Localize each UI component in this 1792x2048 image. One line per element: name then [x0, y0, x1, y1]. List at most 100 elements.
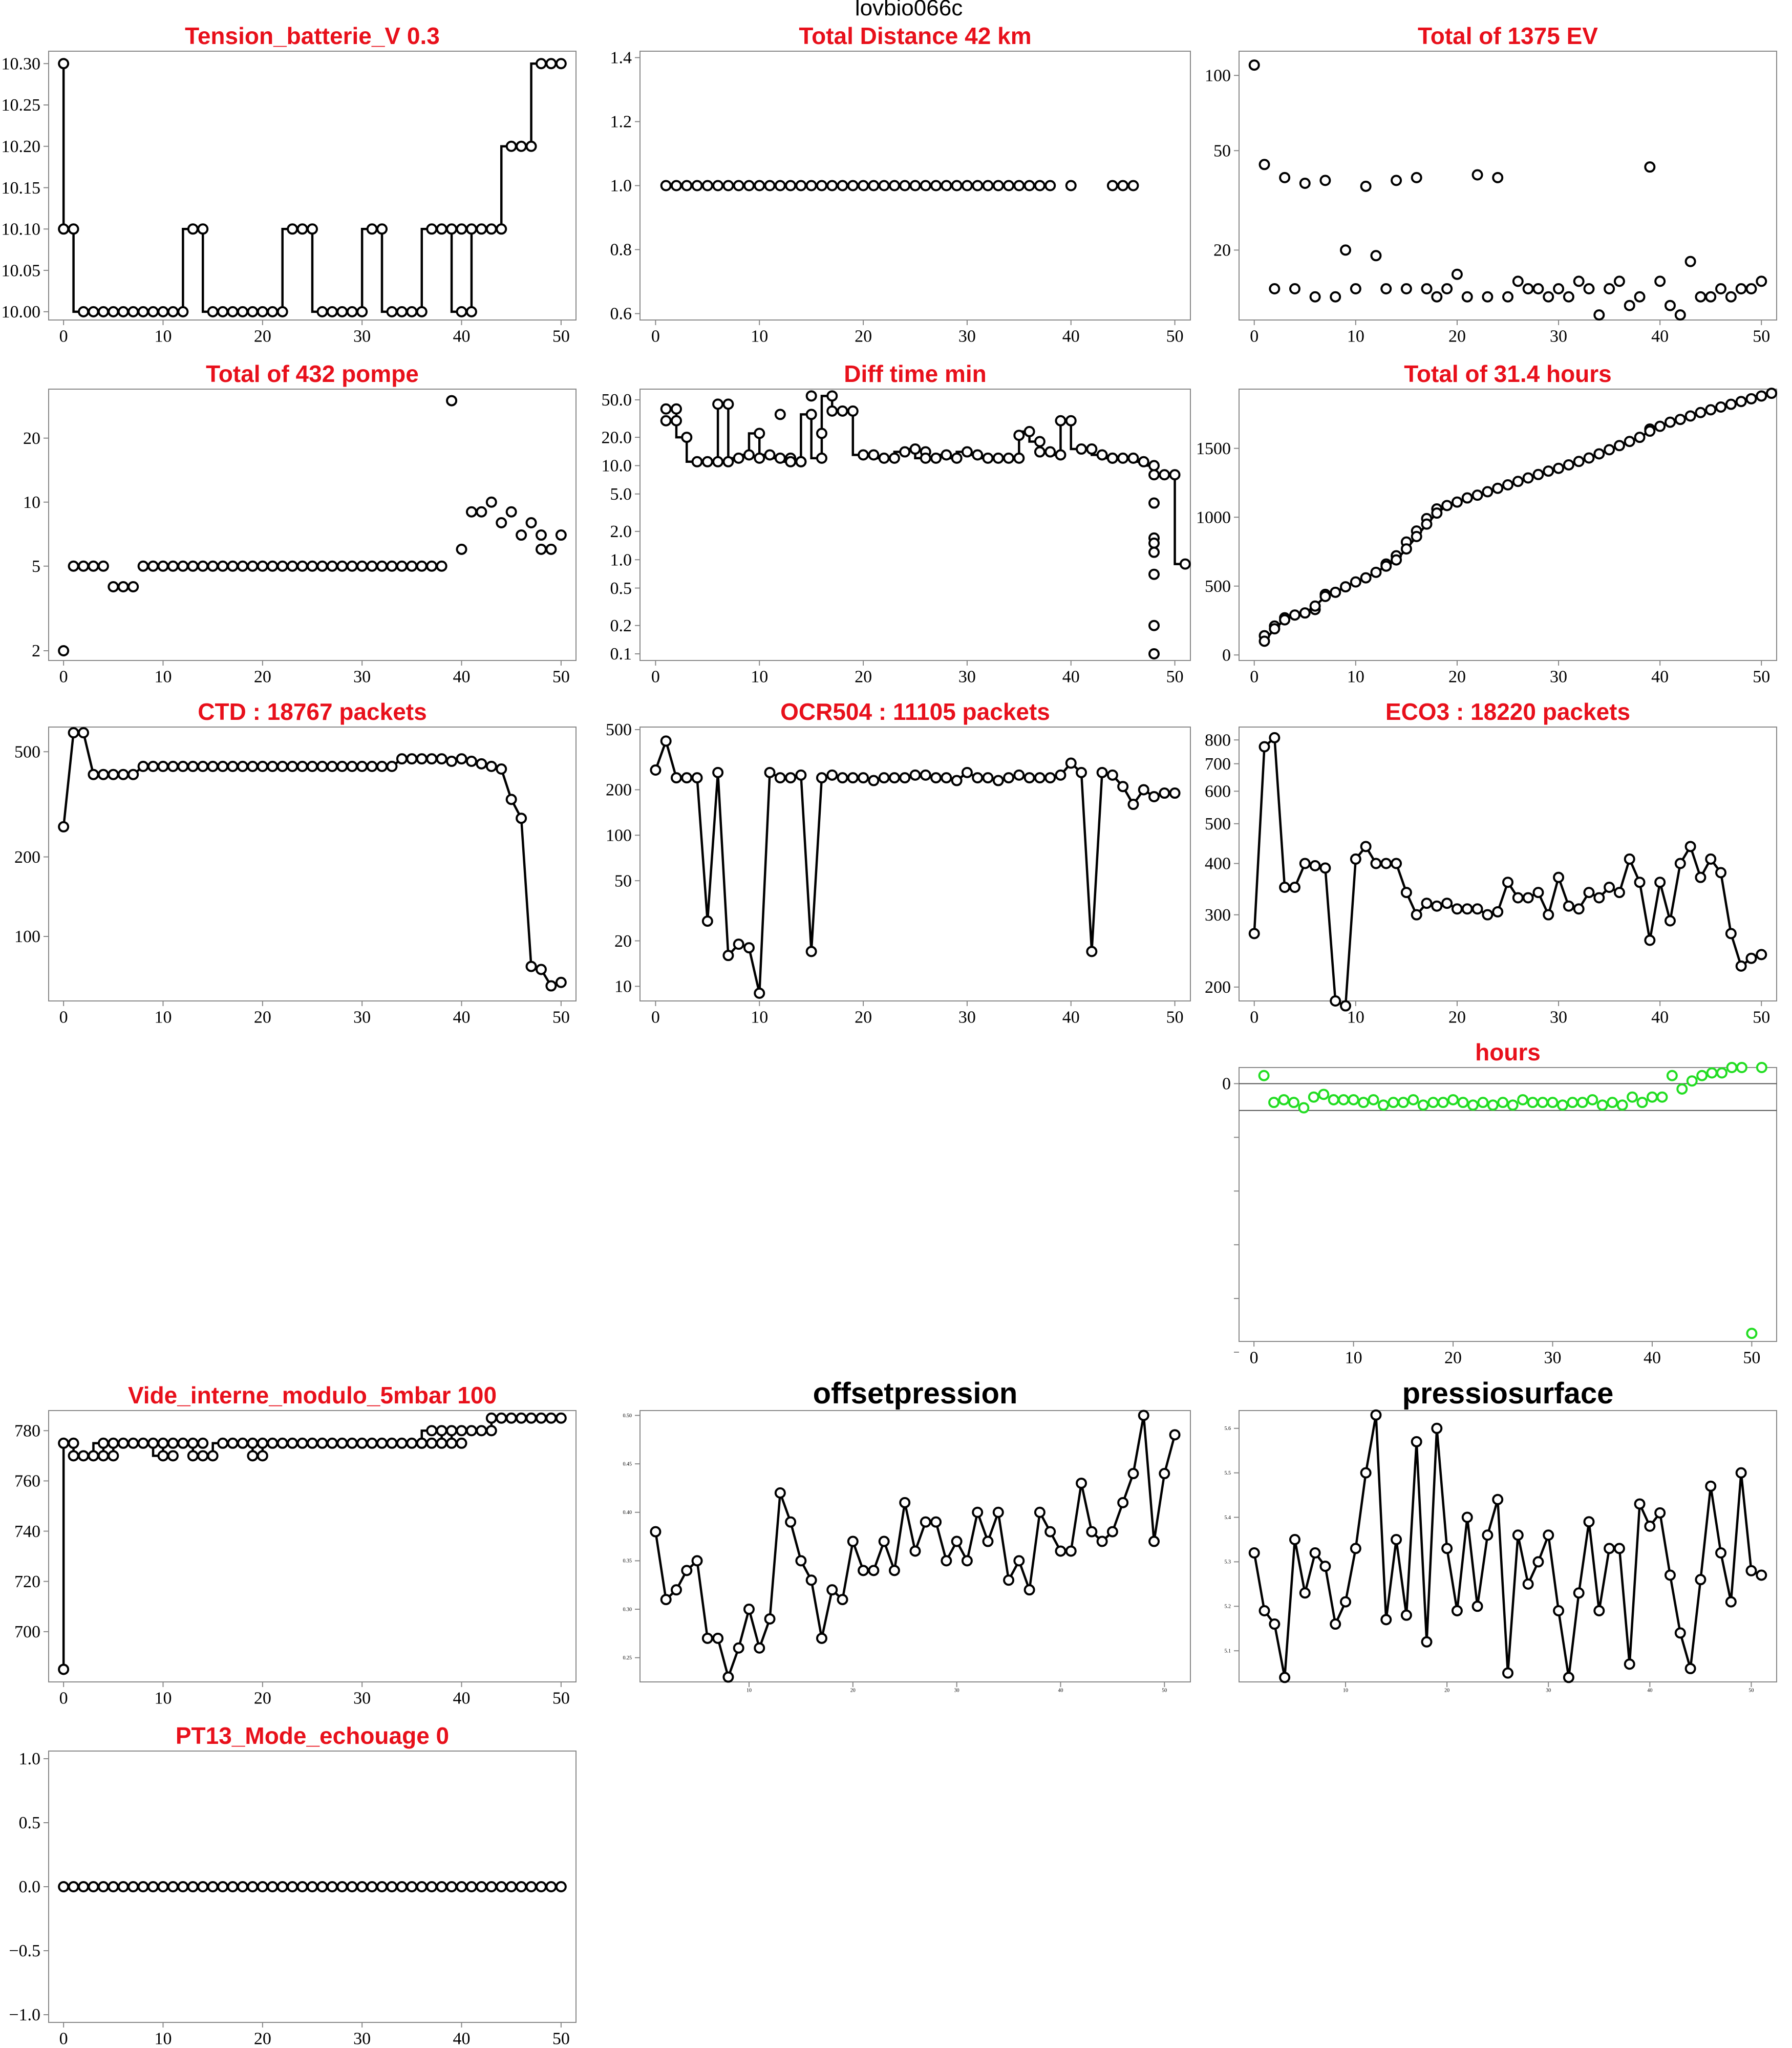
data-point	[555, 529, 567, 541]
data-point	[1644, 1520, 1656, 1532]
data-point	[1148, 791, 1160, 802]
data-point	[1289, 882, 1300, 893]
data-point	[1013, 1555, 1025, 1567]
y-tick-label: 10.25	[2, 96, 41, 115]
data-point	[733, 938, 744, 950]
data-point	[436, 223, 447, 235]
data-point	[456, 1437, 467, 1449]
data-point	[826, 405, 838, 417]
data-point	[701, 456, 713, 467]
plot-frame	[1239, 1410, 1777, 1682]
data-point	[1034, 436, 1046, 447]
data-point	[1360, 180, 1372, 192]
data-point	[1674, 1627, 1686, 1639]
data-point	[816, 180, 827, 191]
data-point	[276, 1437, 288, 1449]
y-tick-label: 500	[606, 720, 632, 739]
data-point	[257, 1881, 268, 1892]
data-point	[899, 180, 911, 191]
x-tick-label: 50	[1753, 327, 1770, 346]
data-point	[68, 560, 79, 572]
data-point	[1576, 1097, 1588, 1108]
x-tick-label: 0	[1250, 327, 1258, 346]
data-point	[1716, 1067, 1728, 1079]
data-point	[1086, 443, 1098, 455]
data-point	[1624, 1658, 1635, 1670]
data-point	[941, 772, 952, 784]
figure-suptitle: lovbio066c	[855, 0, 963, 20]
data-point	[127, 769, 139, 780]
x-tick-label: 50	[1166, 667, 1184, 686]
data-point	[701, 915, 713, 927]
data-point	[157, 1437, 169, 1449]
data-point	[1258, 1070, 1270, 1081]
data-point	[276, 1881, 288, 1892]
y-tick-label: 5	[32, 557, 40, 576]
data-point	[465, 1881, 477, 1892]
data-point	[1613, 440, 1625, 452]
data-point	[496, 1412, 507, 1424]
data-point	[1441, 1543, 1453, 1554]
data-point	[774, 180, 786, 191]
data-point	[1370, 858, 1382, 869]
data-point	[1258, 741, 1270, 753]
data-point	[1159, 1468, 1170, 1480]
data-point	[117, 1881, 129, 1892]
data-point	[376, 1437, 388, 1449]
data-point	[1543, 1529, 1554, 1541]
data-point	[535, 1881, 547, 1892]
data-point	[1644, 934, 1656, 946]
data-point	[1684, 255, 1696, 267]
data-point	[1431, 291, 1443, 303]
data-point	[1646, 1091, 1658, 1103]
y-tick-label: 1500	[1196, 439, 1231, 458]
data-point	[1624, 436, 1635, 447]
data-point	[276, 306, 288, 317]
x-tick-label: 40	[1062, 327, 1080, 346]
y-tick-label: 0.40	[623, 1510, 632, 1516]
data-point	[516, 529, 527, 541]
data-point	[972, 1506, 984, 1518]
y-tick-label: 600	[1205, 782, 1231, 801]
data-point	[465, 223, 477, 235]
y-tick-label: 800	[1205, 731, 1231, 750]
data-point	[287, 560, 298, 572]
data-point	[1086, 1526, 1098, 1538]
data-point	[660, 1594, 672, 1606]
y-tick-label: 50	[614, 871, 632, 890]
data-point	[88, 560, 99, 572]
data-point	[1055, 415, 1066, 426]
data-point	[1735, 960, 1747, 972]
y-tick-label: 10.30	[2, 54, 41, 73]
data-point	[68, 1450, 79, 1462]
data-point	[920, 1516, 931, 1528]
data-point	[505, 1881, 517, 1892]
data-point	[117, 581, 129, 592]
chart-title: Total of 31.4 hours	[1404, 360, 1612, 387]
data-point	[681, 432, 693, 443]
plot-frame	[1239, 389, 1777, 661]
data-point	[1065, 180, 1077, 191]
x-tick-label: 10	[1345, 1348, 1362, 1367]
data-point	[287, 760, 298, 772]
data-point	[1169, 1429, 1181, 1441]
data-point	[754, 428, 765, 439]
data-point	[1003, 772, 1015, 784]
y-tick-label: 50	[1213, 141, 1231, 160]
data-point	[1148, 648, 1160, 660]
data-point	[1487, 1099, 1499, 1111]
data-point	[58, 1663, 70, 1675]
y-tick-label: 5.6	[1225, 1426, 1231, 1432]
data-point	[1391, 1533, 1402, 1545]
data-point	[712, 766, 724, 778]
data-point	[257, 306, 268, 317]
data-point	[837, 772, 848, 784]
x-tick-label: 10	[1343, 1688, 1348, 1694]
data-point	[951, 452, 963, 464]
y-tick-label: 0.5	[610, 579, 632, 598]
data-point	[1350, 283, 1361, 295]
data-point	[691, 1555, 703, 1567]
y-tick-label: 50.0	[602, 391, 632, 410]
data-point	[416, 1881, 428, 1892]
